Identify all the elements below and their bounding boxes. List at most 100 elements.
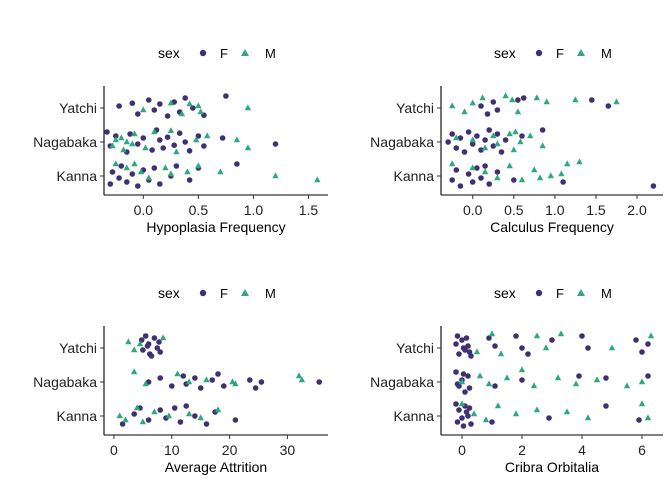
point-female: [157, 349, 163, 355]
point-female: [513, 333, 519, 339]
point-male: [497, 350, 505, 357]
point-female: [258, 379, 265, 385]
point-male: [453, 134, 460, 141]
point-male: [131, 368, 138, 375]
point-male: [533, 94, 540, 101]
point-male: [185, 378, 193, 385]
point-male: [533, 332, 541, 339]
point-male: [479, 94, 486, 101]
point-male: [481, 144, 489, 151]
point-female: [494, 107, 501, 113]
point-female: [171, 142, 177, 148]
point-male: [518, 366, 526, 373]
point-female: [124, 179, 130, 185]
point-male: [494, 402, 502, 409]
point-female: [116, 175, 122, 181]
point-male: [514, 108, 522, 115]
point-female: [151, 107, 158, 113]
point-male: [137, 168, 145, 175]
legend-key-M: [241, 289, 249, 296]
point-female: [492, 383, 498, 389]
point-male: [485, 380, 493, 387]
point-male: [145, 174, 152, 181]
point-female: [135, 111, 141, 117]
point-female: [519, 133, 525, 139]
point-female: [463, 335, 470, 341]
point-female: [465, 373, 471, 379]
point-female: [492, 343, 498, 349]
point-male: [167, 170, 175, 177]
point-male: [162, 164, 169, 171]
point-male: [193, 136, 200, 143]
point-female: [466, 385, 473, 391]
point-female: [454, 333, 461, 339]
point-female: [454, 419, 461, 425]
point-female: [223, 93, 229, 99]
legend-key-F: [199, 289, 207, 297]
x-tick-label: 20: [222, 442, 238, 458]
point-male: [517, 138, 524, 145]
point-female: [171, 405, 178, 411]
point-male: [116, 412, 123, 419]
point-male: [142, 380, 149, 387]
point-female: [490, 99, 497, 105]
point-male: [186, 100, 193, 107]
x-tick-label: 1.0: [244, 202, 264, 218]
point-female: [636, 417, 642, 423]
point-female: [129, 171, 136, 177]
point-male: [139, 418, 147, 425]
x-tick-label: 0.0: [134, 202, 154, 218]
point-male: [638, 378, 646, 385]
point-female: [144, 343, 151, 349]
point-female: [546, 415, 552, 421]
point-male: [165, 412, 173, 419]
point-female: [113, 133, 119, 139]
point-female: [147, 351, 153, 357]
point-female: [454, 381, 461, 387]
point-male: [133, 404, 141, 411]
point-male: [244, 104, 252, 111]
point-female: [107, 181, 114, 187]
point-male: [536, 174, 544, 181]
point-female: [585, 345, 591, 351]
point-female: [463, 409, 470, 415]
point-male: [481, 168, 489, 175]
point-female: [520, 95, 527, 101]
point-male: [554, 374, 562, 381]
point-male: [197, 108, 204, 115]
chart-panel-3: Kanna Nagabaka Yatchi 0 10 20 30 Average Attrit…: [33, 326, 328, 475]
point-female: [221, 383, 227, 389]
point-male: [458, 400, 466, 407]
point-female: [650, 183, 657, 189]
point-female: [498, 149, 505, 155]
legend-key-F: [199, 49, 207, 57]
point-male: [229, 378, 236, 385]
legend-title: sex: [158, 45, 180, 61]
point-female: [466, 405, 473, 411]
point-female: [140, 347, 146, 353]
point-male: [233, 136, 241, 143]
point-male: [469, 164, 476, 171]
y-tick-label: Nagabaka: [370, 374, 434, 390]
point-female: [156, 339, 162, 345]
point-male: [184, 168, 191, 175]
point-female: [186, 177, 193, 183]
point-male: [488, 330, 496, 337]
point-male: [503, 374, 511, 381]
y-tick-label: Yatchi: [59, 100, 97, 116]
point-female: [449, 131, 456, 137]
point-female: [511, 177, 517, 183]
point-female: [453, 369, 459, 375]
point-female: [131, 411, 137, 417]
x-tick-label: 1.5: [586, 202, 606, 218]
legend-label-M: M: [601, 286, 612, 301]
point-female: [486, 335, 492, 341]
legend-title: sex: [494, 285, 516, 301]
point-female: [502, 137, 509, 143]
legend-label-F: F: [556, 286, 564, 301]
point-female: [453, 145, 460, 151]
point-female: [203, 421, 210, 427]
point-female: [145, 417, 152, 423]
point-female: [209, 377, 215, 383]
